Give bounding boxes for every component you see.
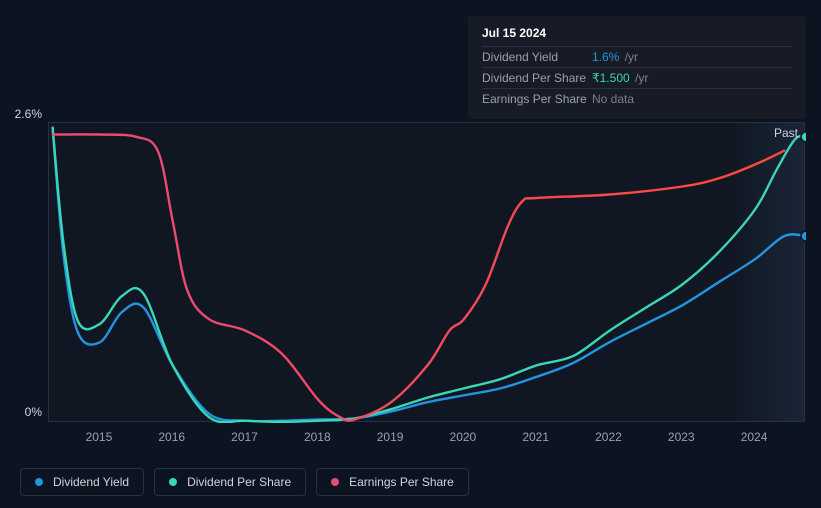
legend-label: Dividend Yield <box>53 475 129 489</box>
legend-label: Dividend Per Share <box>187 475 291 489</box>
tooltip-label: Dividend Per Share <box>482 71 592 85</box>
y-axis-min: 0% <box>12 405 42 419</box>
chart-area: 2.6% 0% Past 201520162017201820192020202… <box>20 104 805 460</box>
tooltip-label: Dividend Yield <box>482 50 592 64</box>
x-axis-tick: 2024 <box>741 430 768 444</box>
tooltip-value: 1.6% /yr <box>592 50 638 64</box>
x-axis-tick: 2019 <box>377 430 404 444</box>
tooltip-value: ₹1.500 /yr <box>592 71 648 85</box>
legend-label: Earnings Per Share <box>349 475 454 489</box>
legend-dot-icon <box>169 478 177 486</box>
legend-item[interactable]: Dividend Per Share <box>154 468 306 496</box>
legend-item[interactable]: Earnings Per Share <box>316 468 469 496</box>
tooltip-unit: /yr <box>632 71 649 85</box>
chart-svg <box>49 123 806 423</box>
series-line <box>53 128 806 423</box>
x-axis-tick: 2016 <box>158 430 185 444</box>
tooltip-unit: /yr <box>621 50 638 64</box>
legend: Dividend Yield Dividend Per Share Earnings… <box>20 468 469 496</box>
x-axis-tick: 2022 <box>595 430 622 444</box>
legend-item[interactable]: Dividend Yield <box>20 468 144 496</box>
legend-dot-icon <box>35 478 43 486</box>
tooltip-date: Jul 15 2024 <box>482 26 792 40</box>
x-axis-tick: 2015 <box>86 430 113 444</box>
x-axis-tick: 2021 <box>522 430 549 444</box>
x-axis: 2015 2016 2017 2018 2019 2020 2021 2022 2023 2024 <box>48 430 805 448</box>
x-axis-tick: 2020 <box>450 430 477 444</box>
x-axis-tick: 2023 <box>668 430 695 444</box>
x-axis-tick: 2018 <box>304 430 331 444</box>
series-line <box>53 134 785 420</box>
past-label: Past <box>774 126 798 140</box>
tooltip-row: Dividend Yield1.6% /yr <box>482 46 792 67</box>
plot-area[interactable]: Past <box>48 122 805 422</box>
tooltip-row: Dividend Per Share₹1.500 /yr <box>482 67 792 88</box>
x-axis-tick: 2017 <box>231 430 258 444</box>
y-axis-max: 2.6% <box>12 107 42 121</box>
legend-dot-icon <box>331 478 339 486</box>
series-end-marker <box>801 231 806 241</box>
series-end-marker <box>801 132 806 142</box>
